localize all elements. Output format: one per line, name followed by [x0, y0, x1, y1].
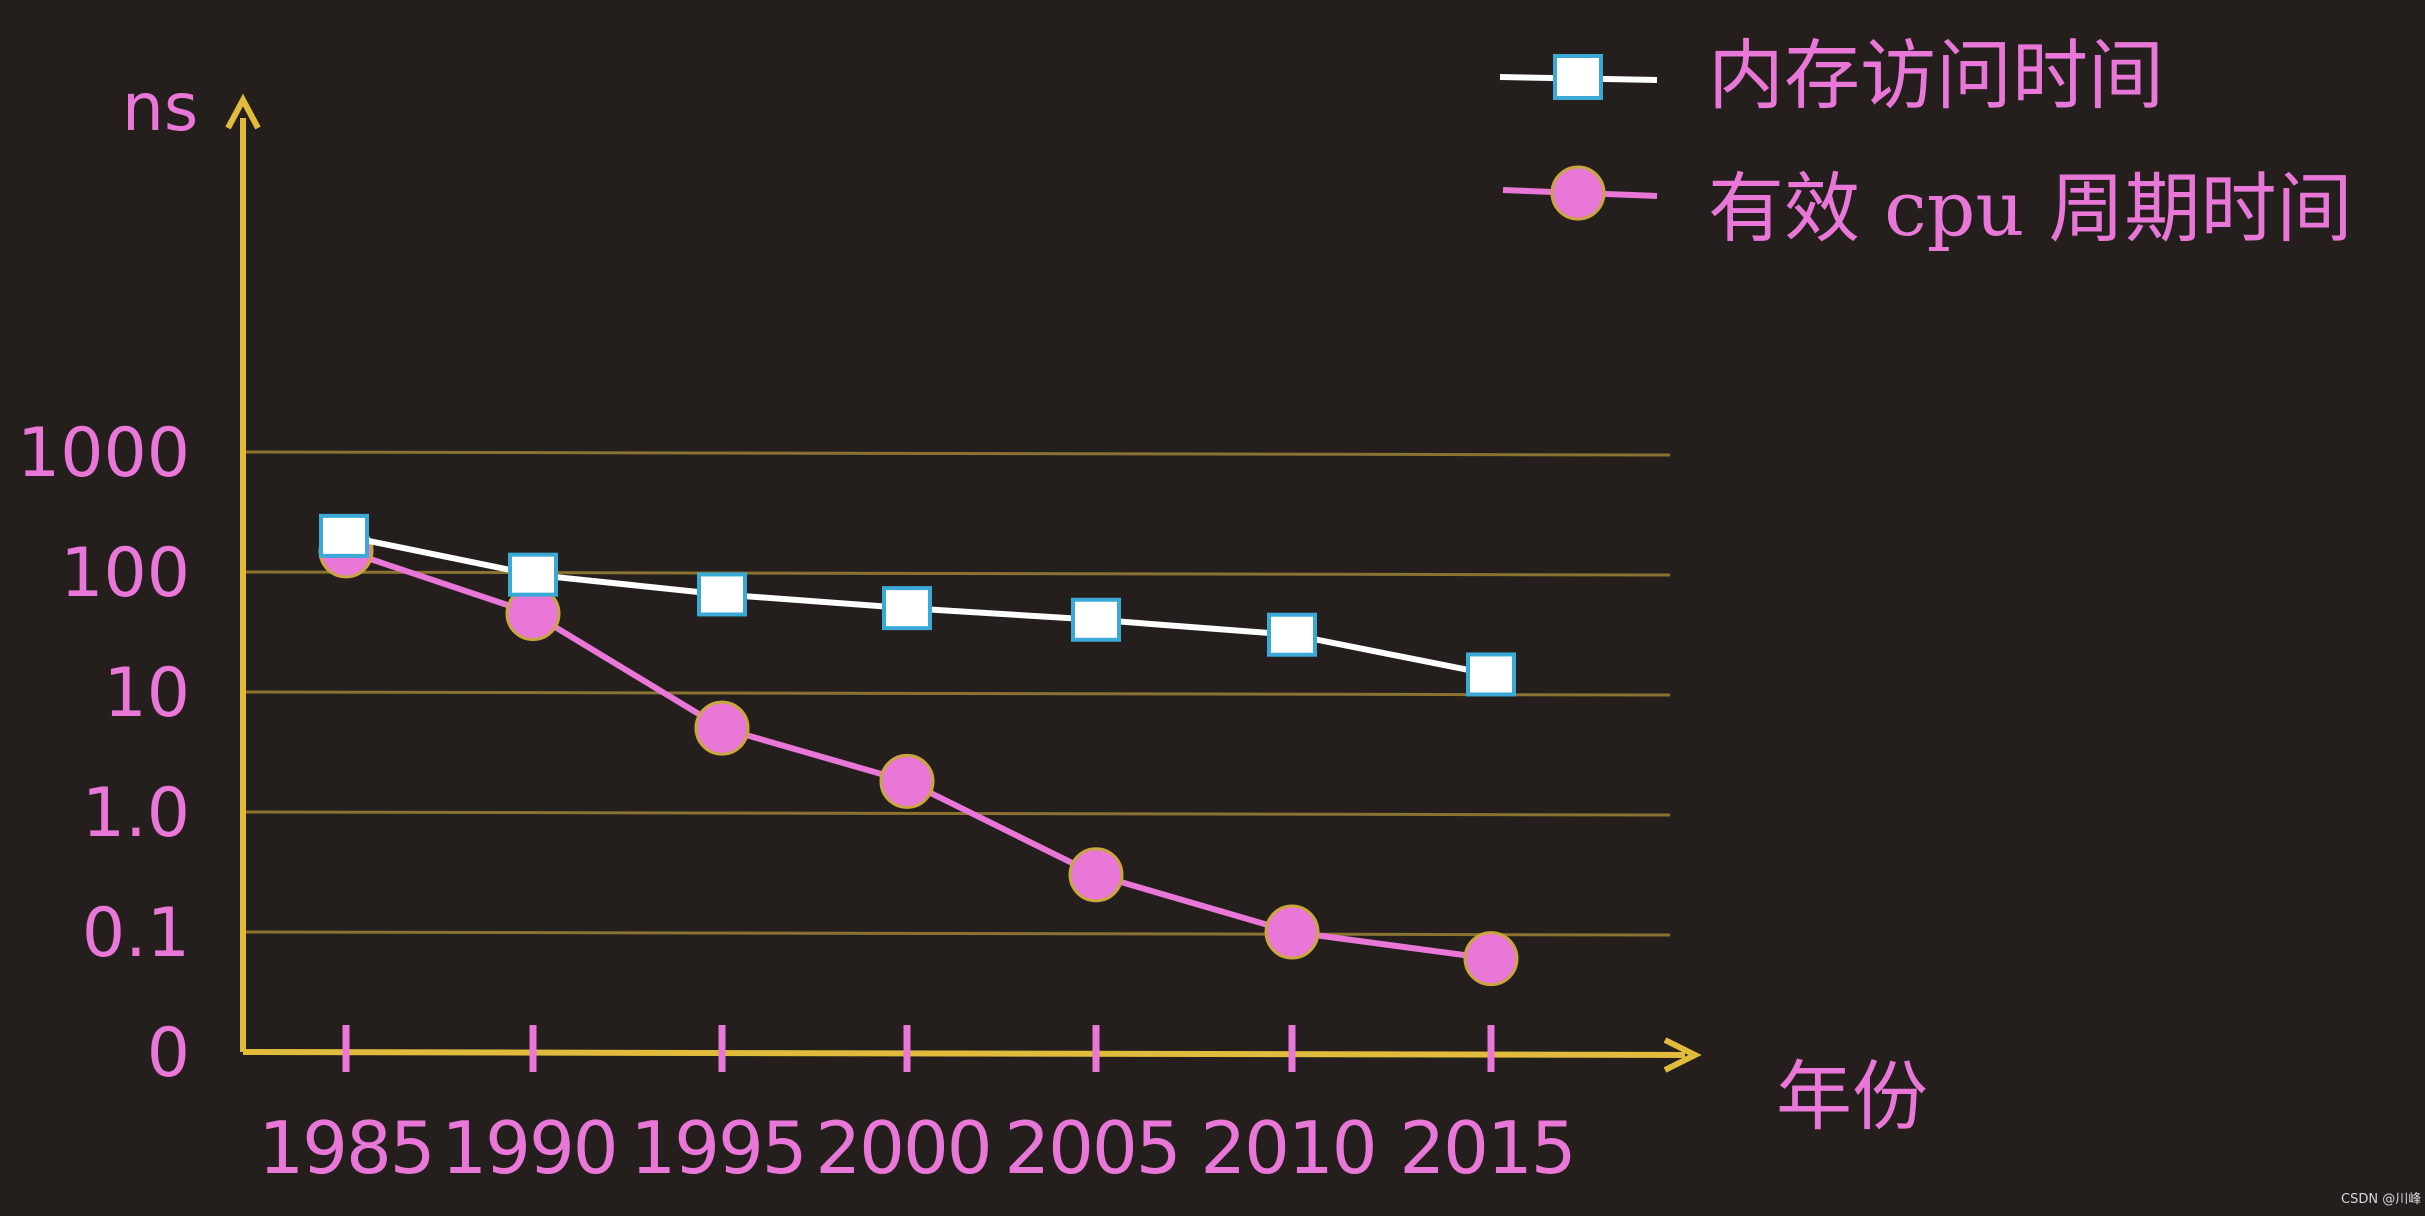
legend-item-memory-access-time: 内存访问时间	[1499, 31, 2164, 120]
y-tick-label-10: 10	[103, 654, 190, 733]
axes	[225, 93, 1702, 1073]
data-point-2010	[1267, 612, 1317, 657]
x-tick-label-2015: 2015	[1399, 1106, 1574, 1190]
grid-line-100	[242, 570, 1671, 577]
x-tick-label-1985: 1985	[258, 1106, 433, 1190]
x-tick-label-2010: 2010	[1200, 1106, 1375, 1190]
x-axis	[242, 1049, 1686, 1058]
data-point-2015	[1463, 931, 1519, 987]
data-point-2000	[879, 753, 935, 809]
y-tick-label-0.1: 0.1	[82, 894, 190, 973]
y-axis-title: ns	[122, 69, 198, 146]
legend-item-cpu-cycle-time: 有效 cpu 周期时间	[1502, 164, 2352, 253]
legend-square-marker	[1553, 54, 1603, 100]
data-point-2005	[1068, 847, 1124, 903]
series-group	[318, 513, 1519, 987]
y-tick-label-1.0: 1.0	[82, 774, 190, 853]
y-tick-label-100: 100	[60, 534, 190, 613]
x-tick-label-1990: 1990	[441, 1106, 616, 1190]
y-tick-labels: 1000 100 10 1.0 0.1 0	[17, 414, 190, 1093]
y-tick-label-0: 0	[147, 1014, 190, 1093]
legend-label: 内存访问时间	[1708, 31, 2164, 120]
y-axis-arrow	[225, 93, 261, 130]
grid-line-10	[242, 690, 1671, 697]
data-point-1995	[697, 572, 747, 617]
x-tick-label-2005: 2005	[1004, 1106, 1179, 1190]
y-tick-label-1000: 1000	[17, 414, 190, 493]
x-ticks	[342, 1025, 1495, 1072]
data-point-2010	[1264, 904, 1320, 960]
legend-label: 有效 cpu 周期时间	[1708, 164, 2352, 253]
x-tick-label-1995: 1995	[630, 1106, 805, 1190]
grid-line-1.0	[242, 810, 1671, 817]
x-axis-title: 年份	[1776, 1052, 1928, 1141]
data-point-1990	[508, 552, 558, 597]
data-point-2015	[1466, 652, 1516, 697]
series-memory-access-time	[319, 513, 1516, 697]
grid-lines	[242, 450, 1671, 937]
data-point-1985	[319, 513, 369, 558]
data-point-1995	[694, 700, 750, 756]
grid-line-1000	[242, 450, 1671, 457]
grid-line-0.1	[242, 930, 1671, 937]
watermark: CSDN @川峰	[2341, 1192, 2421, 1207]
data-point-2000	[882, 586, 932, 631]
x-tick-label-2000: 2000	[815, 1106, 990, 1190]
x-tick-labels: 1985 1990 1995 2000 2005 2010 2015	[258, 1106, 1576, 1190]
x-axis-arrow	[1663, 1037, 1702, 1073]
data-point-2005	[1071, 597, 1121, 642]
legend-circle-marker	[1550, 165, 1606, 221]
